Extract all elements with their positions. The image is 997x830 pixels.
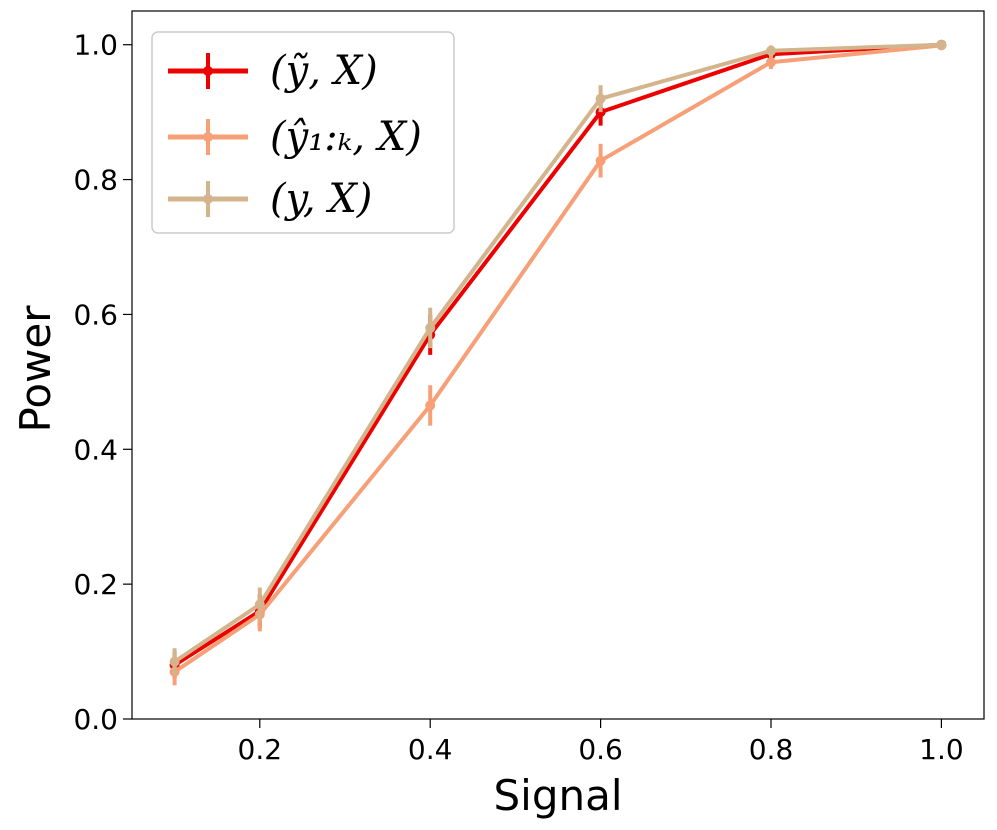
y-tick-label: 0.8 <box>73 164 118 197</box>
plot-frame <box>131 10 985 720</box>
x-axis-title: Signal <box>493 771 622 820</box>
legend: (ỹ, X) (ŷ₁:ₖ, X) (y, X) <box>151 31 455 234</box>
x-tick-label: 0.8 <box>749 733 794 766</box>
series-line <box>173 42 942 667</box>
data-point <box>425 400 436 411</box>
legend-label: (ỹ, X) <box>270 48 378 94</box>
x-tick-label: 0.4 <box>408 733 453 766</box>
legend-marker <box>203 132 213 142</box>
data-point <box>595 93 606 104</box>
data-point <box>254 599 265 610</box>
y-tick-label: 1.0 <box>73 29 118 62</box>
legend-marker <box>203 194 213 204</box>
data-point <box>936 39 947 50</box>
legend-label: (y, X) <box>270 176 372 222</box>
data-point <box>169 656 180 667</box>
y-tick-label: 0.0 <box>73 703 118 736</box>
series-line <box>173 42 942 664</box>
data-point <box>595 155 606 166</box>
series-2 <box>169 39 947 676</box>
data-point <box>766 45 776 56</box>
y-tick-label: 0.2 <box>73 568 118 601</box>
x-tick-label: 1.0 <box>919 733 964 766</box>
series-layer <box>169 39 947 686</box>
data-point <box>766 57 776 68</box>
legend-marker <box>203 66 213 76</box>
legend-box <box>151 31 455 234</box>
y-tick-label: 0.4 <box>73 433 118 466</box>
legend-label: (ŷ₁:ₖ, X) <box>270 114 422 160</box>
y-tick-label: 0.6 <box>73 298 118 331</box>
data-point <box>425 322 436 333</box>
y-axis-title: Power <box>11 305 60 433</box>
x-tick-label: 0.2 <box>238 733 283 766</box>
x-tick-label: 0.6 <box>578 733 623 766</box>
axes-layer: 0.2 0.4 0.6 0.8 1.0 0.0 0.2 0.4 0.6 0.8 1.0 <box>73 10 985 766</box>
series-line <box>173 43 942 674</box>
